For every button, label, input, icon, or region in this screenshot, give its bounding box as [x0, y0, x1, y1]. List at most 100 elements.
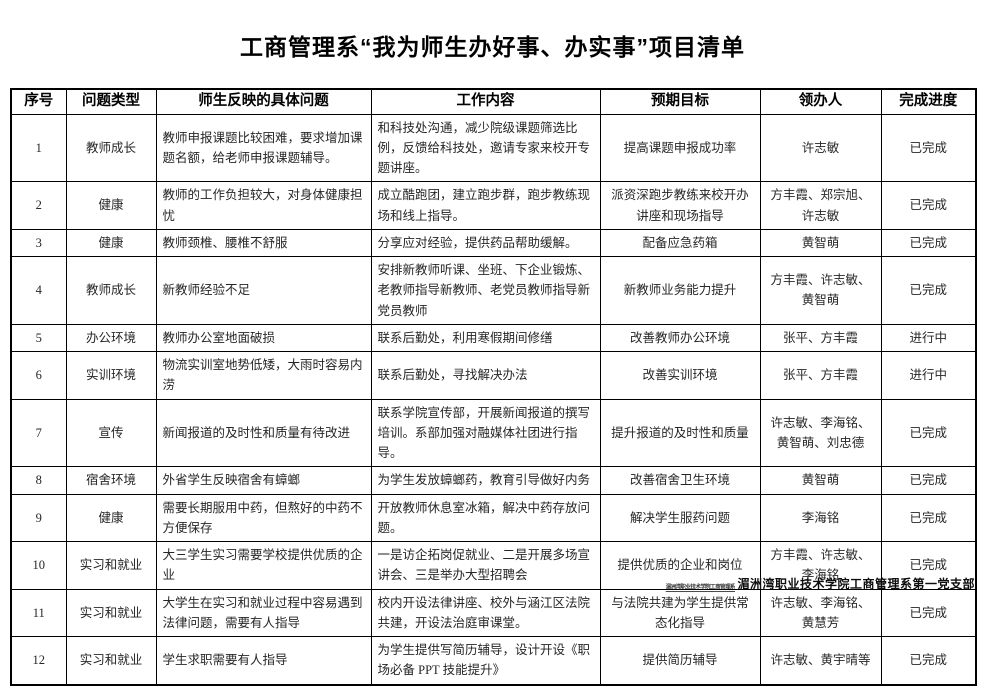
table-cell: 宣传 [65, 398, 157, 468]
table-cell: 新教师业务能力提升 [599, 256, 761, 325]
table-cell: 许志敏 [759, 113, 882, 183]
table-cell: 已完成 [880, 541, 977, 590]
table-cell: 2 [10, 181, 67, 230]
table-row: 8 宿舍环境 外省学生反映宿舍有蟑螂 为学生发放蟑螂药，教育引导做好内务 改善宿舍卫生环… [10, 466, 977, 495]
table-row: 11 实习和就业 大学生在实习和就业过程中容易遇到法律问题，需要有人指导 校内开设法律… [10, 588, 977, 638]
footer-stamp: 湄洲湾职业技术学院工商管理系 湄洲湾职业技术学院工商管理系第一党支部 [658, 575, 975, 592]
table-row: 2 健康 教师的工作负担较大，对身体健康担忧 成立酷跑团，建立跑步群，跑步教练现场和线… [10, 181, 977, 230]
table-cell: 张平、方丰霞 [759, 323, 882, 353]
table-cell: 联系后勤处，寻找解决办法 [370, 351, 601, 400]
table-cell: 教师的工作负担较大，对身体健康担忧 [155, 181, 372, 230]
table-row: 7 宣传 新闻报道的及时性和质量有待改进 联系学院宣传部，开展新闻报道的撰写培训。系部… [10, 398, 977, 468]
table-cell: 10 [10, 541, 67, 590]
table-cell: 8 [10, 466, 67, 495]
footer-stamp-text: 湄洲湾职业技术学院工商管理系第一党支部 [737, 577, 975, 591]
table-cell: 解决学生服药问题 [599, 493, 761, 543]
table-cell: 已完成 [880, 398, 977, 468]
table-cell: 李海铭 [759, 493, 882, 543]
table-cell: 与法院共建为学生提供常态化指导 [599, 588, 761, 638]
table-cell: 进行中 [880, 323, 977, 353]
table-cell: 11 [10, 588, 67, 638]
table-row: 5 办公环境 教师办公室地面破损 联系后勤处，利用寒假期间修缮 改善教师办公环境 张平、方… [10, 323, 977, 353]
table-cell: 改善宿舍卫生环境 [599, 466, 761, 495]
table-cell: 已完成 [880, 256, 977, 325]
table-cell: 已完成 [880, 181, 977, 230]
table-cell: 实习和就业 [65, 636, 157, 686]
table-cell: 配备应急药箱 [599, 228, 761, 258]
table-cell: 方丰霞、许志敏、黄智萌 [759, 256, 882, 325]
project-list-table: 序号 问题类型 师生反映的具体问题 工作内容 预期目标 领办人 完成进度 1 教师成长 教师申报… [10, 88, 977, 686]
table-cell: 6 [10, 351, 67, 400]
column-header-1: 问题类型 [65, 88, 157, 115]
table-cell: 7 [10, 398, 67, 468]
table-cell: 已完成 [880, 588, 977, 638]
table-cell: 办公环境 [65, 323, 157, 353]
page-title: 工商管理系“我为师生办好事、办实事”项目清单 [240, 34, 745, 60]
table-cell: 开放教师休息室冰箱，解决中药存放问题。 [370, 493, 601, 543]
table-cell: 成立酷跑团，建立跑步群，跑步教练现场和线上指导。 [370, 181, 601, 230]
table-cell: 3 [10, 228, 67, 258]
table-cell: 一是访企拓岗促就业、二是开展多场宣讲会、三是举办大型招聘会 [370, 541, 601, 590]
table-cell: 许志敏、李海铭、黄慧芳 [759, 588, 882, 638]
column-header-3: 工作内容 [370, 88, 601, 115]
table-cell: 已完成 [880, 228, 977, 258]
table-cell: 12 [10, 636, 67, 686]
table-cell: 联系后勤处，利用寒假期间修缮 [370, 323, 601, 353]
table-cell: 方丰霞、许志敏、李海铭 [759, 541, 882, 590]
table-cell: 方丰霞、郑宗旭、许志敏 [759, 181, 882, 230]
table-row: 12 实习和就业 学生求职需要有人指导 为学生提供写简历辅导，设计开设《职场必备 PP… [10, 636, 977, 686]
table-cell: 新教师经验不足 [155, 256, 372, 325]
table-cell: 实训环境 [65, 351, 157, 400]
table-cell: 改善实训环境 [599, 351, 761, 400]
table-cell: 5 [10, 323, 67, 353]
column-header-4: 预期目标 [599, 88, 761, 115]
table-cell: 已完成 [880, 466, 977, 495]
table-cell: 大学生在实习和就业过程中容易遇到法律问题，需要有人指导 [155, 588, 372, 638]
table-cell: 已完成 [880, 113, 977, 183]
table-cell: 教师颈椎、腰椎不舒服 [155, 228, 372, 258]
table-row: 9 健康 需要长期服用中药，但熬好的中药不方便保存 开放教师休息室冰箱，解决中药存放问… [10, 493, 977, 543]
table-cell: 提供优质的企业和岗位 [599, 541, 761, 590]
table-cell: 学生求职需要有人指导 [155, 636, 372, 686]
table-cell: 和科技处沟通，减少院级课题筛选比例，反馈给科技处，邀请专家来校开专题讲座。 [370, 113, 601, 183]
table-cell: 分享应对经验，提供药品帮助缓解。 [370, 228, 601, 258]
table-cell: 黄智萌 [759, 228, 882, 258]
table-cell: 新闻报道的及时性和质量有待改进 [155, 398, 372, 468]
table-cell: 许志敏、李海铭、黄智萌、刘忠德 [759, 398, 882, 468]
column-header-2: 师生反映的具体问题 [155, 88, 372, 115]
table-cell: 校内开设法律讲座、校外与涵江区法院共建，开设法治庭审课堂。 [370, 588, 601, 638]
table-cell: 张平、方丰霞 [759, 351, 882, 400]
table-cell: 提升报道的及时性和质量 [599, 398, 761, 468]
table-cell: 1 [10, 113, 67, 183]
column-header-5: 领办人 [759, 88, 882, 115]
table-cell: 安排新教师听课、坐班、下企业锻炼、老教师指导新教师、老党员教师指导新党员教师 [370, 256, 601, 325]
table-cell: 提供简历辅导 [599, 636, 761, 686]
table-cell: 黄智萌 [759, 466, 882, 495]
column-header-6: 完成进度 [880, 88, 977, 115]
table-row: 10 实习和就业 大三学生实习需要学校提供优质的企业 一是访企拓岗促就业、二是开展多场… [10, 541, 977, 590]
table-row: 6 实训环境 物流实训室地势低矮，大雨时容易内涝 联系后勤处，寻找解决办法 改善实训环境… [10, 351, 977, 400]
column-header-0: 序号 [10, 88, 67, 115]
table-header-row: 序号 问题类型 师生反映的具体问题 工作内容 预期目标 领办人 完成进度 [10, 88, 977, 115]
table-cell: 需要长期服用中药，但熬好的中药不方便保存 [155, 493, 372, 543]
table-cell: 物流实训室地势低矮，大雨时容易内涝 [155, 351, 372, 400]
table-cell: 已完成 [880, 636, 977, 686]
table-cell: 大三学生实习需要学校提供优质的企业 [155, 541, 372, 590]
table-cell: 外省学生反映宿舍有蟑螂 [155, 466, 372, 495]
table-cell: 教师成长 [65, 113, 157, 183]
table-cell: 派资深跑步教练来校开办讲座和现场指导 [599, 181, 761, 230]
table-cell: 教师申报课题比较困难，要求增加课题名额，给老师申报课题辅导。 [155, 113, 372, 183]
table-cell: 健康 [65, 228, 157, 258]
table-cell: 许志敏、黄宇晴等 [759, 636, 882, 686]
table-row: 3 健康 教师颈椎、腰椎不舒服 分享应对经验，提供药品帮助缓解。 配备应急药箱 黄智萌 已完… [10, 228, 977, 258]
table-cell: 健康 [65, 181, 157, 230]
table-cell: 进行中 [880, 351, 977, 400]
table-cell: 提高课题申报成功率 [599, 113, 761, 183]
table-cell: 宿舍环境 [65, 466, 157, 495]
table-cell: 联系学院宣传部，开展新闻报道的撰写培训。系部加强对融媒体社团进行指导。 [370, 398, 601, 468]
table-row: 4 教师成长 新教师经验不足 安排新教师听课、坐班、下企业锻炼、老教师指导新教师、老党… [10, 256, 977, 325]
table-cell: 改善教师办公环境 [599, 323, 761, 353]
table-cell: 为学生发放蟑螂药，教育引导做好内务 [370, 466, 601, 495]
table-cell: 已完成 [880, 493, 977, 543]
table-cell: 教师办公室地面破损 [155, 323, 372, 353]
